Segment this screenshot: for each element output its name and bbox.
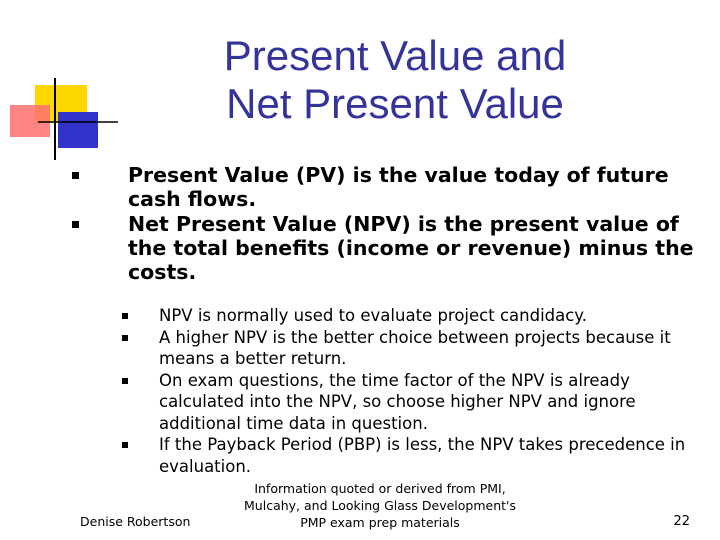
sub-bullet-text: A higher NPV is the better choice betwee… (159, 327, 671, 369)
sub-bullet-list: NPV is normally used to evaluate project… (117, 305, 697, 477)
square-bullet-icon (72, 172, 79, 179)
page-number: 22 (673, 514, 690, 529)
square-bullet-icon (122, 334, 128, 341)
blue-square (58, 112, 98, 148)
footer-source-line-1: Information quoted or derived from PMI, (254, 481, 506, 496)
square-bullet-icon (72, 221, 79, 228)
sub-bullet-text: If the Payback Period (PBP) is less, the… (159, 435, 686, 476)
footer-source: Information quoted or derived from PMI, … (225, 480, 535, 531)
title-line-2: Net Present Value (226, 80, 564, 127)
red-square (10, 105, 50, 137)
square-bullet-icon (122, 377, 128, 384)
sub-bullet-item: On exam questions, the time factor of th… (117, 370, 697, 435)
square-bullet-icon (122, 313, 128, 319)
bullet-item: Present Value (PV) is the value today of… (70, 163, 710, 211)
footer-source-line-3: PMP exam prep materials (300, 515, 460, 530)
bullet-item: Net Present Value (NPV) is the present v… (70, 212, 710, 284)
sub-bullet-text: NPV is normally used to evaluate project… (159, 306, 587, 325)
footer-source-line-2: Mulcahy, and Looking Glass Development's (244, 498, 516, 513)
bullet-text: Present Value (PV) is the value today of… (128, 163, 669, 211)
sub-bullet-item: A higher NPV is the better choice betwee… (117, 327, 697, 370)
main-bullet-list: Present Value (PV) is the value today of… (70, 163, 710, 285)
slide-title: Present Value and Net Present Value (170, 32, 620, 128)
sub-bullet-text: On exam questions, the time factor of th… (159, 370, 636, 433)
sub-bullet-item: If the Payback Period (PBP) is less, the… (117, 434, 697, 477)
square-bullet-icon (122, 442, 128, 448)
footer-author: Denise Robertson (80, 514, 191, 529)
bullet-text: Net Present Value (NPV) is the present v… (128, 212, 694, 284)
sub-bullet-item: NPV is normally used to evaluate project… (117, 305, 697, 327)
decorative-squares-graphic (10, 78, 118, 160)
title-line-1: Present Value and (223, 32, 567, 79)
